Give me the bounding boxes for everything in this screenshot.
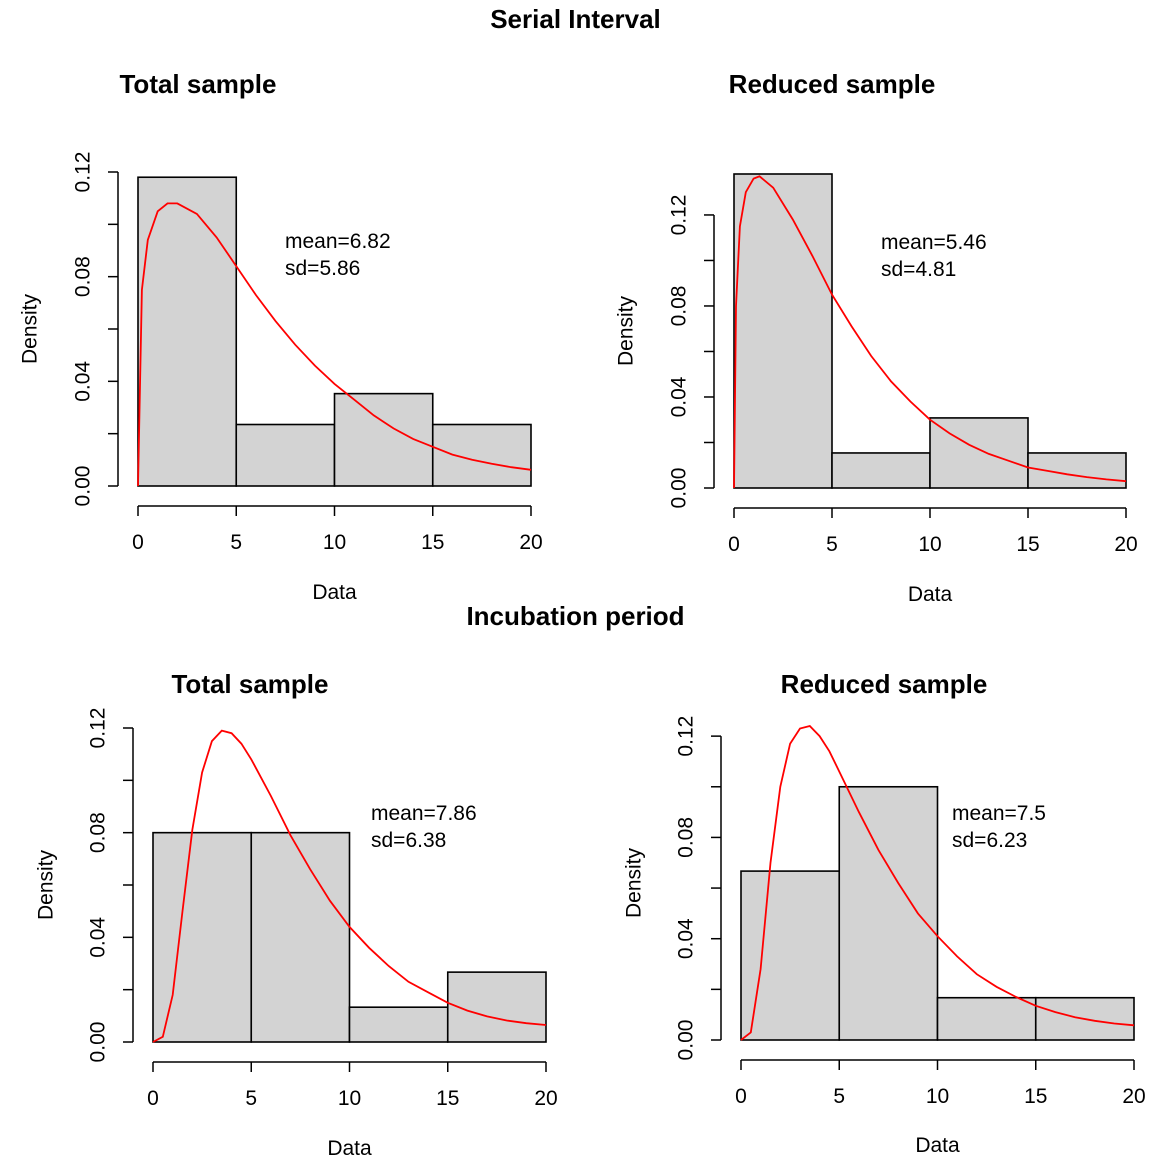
- panel-1-mean-annotation: mean=6.82: [285, 230, 391, 253]
- panel-1-x-tick-label: 0: [132, 531, 144, 554]
- panel-2-x-tick-label: 20: [1114, 533, 1137, 556]
- panel-1-x-axis-label: Data: [312, 581, 357, 604]
- panel-3-y-axis-label: Density: [35, 849, 58, 920]
- panel-2-x-tick-label: 10: [918, 533, 941, 556]
- panel-3-x-tick-label: 20: [534, 1087, 557, 1110]
- panel-4-x-axis-label: Data: [915, 1134, 960, 1157]
- panel-4-histogram-bar: [936, 996, 1037, 1041]
- panel-3-histogram-bar: [250, 831, 351, 1043]
- panel-1-histogram-bar: [431, 423, 532, 487]
- panel-3-y-tick-label: 0.12: [87, 708, 110, 749]
- panel-1-y-tick-label: 0.00: [72, 466, 95, 507]
- panel-2-histogram-bar: [831, 452, 931, 489]
- panel-3-mean-annotation: mean=7.86: [371, 802, 477, 825]
- panel-2-histogram-bar: [733, 173, 833, 489]
- panel-3-x-tick-label: 0: [147, 1087, 159, 1110]
- panel-1-histogram-bar: [333, 392, 434, 487]
- panel-1-histogram-bar: [235, 423, 336, 487]
- panel-2-y-tick-label: 0.00: [668, 468, 691, 509]
- panel-1-x-tick-label: 10: [323, 531, 346, 554]
- panel-2-x-axis-label: Data: [908, 583, 953, 606]
- panel-1-y-tick-label: 0.04: [72, 361, 95, 402]
- panel-3-histogram-bar: [152, 831, 253, 1043]
- panel-4-y-tick-label: 0.08: [675, 817, 698, 858]
- panel-4-x-tick-label: 15: [1024, 1085, 1047, 1108]
- panel-1-sd-annotation: sd=5.86: [285, 257, 360, 280]
- panel-3-histogram-bar: [348, 1006, 449, 1043]
- panel-2-y-tick-label: 0.08: [668, 286, 691, 327]
- panel-4-y-axis-label: Density: [623, 847, 646, 918]
- panel-3-x-axis-label: Data: [327, 1137, 372, 1160]
- panel-3-density-curve: [152, 729, 547, 1043]
- section-title-incubation-period: Incubation period: [466, 601, 685, 631]
- panel-4-mean-annotation: mean=7.5: [952, 802, 1046, 825]
- panel-2-x-tick-label: 5: [826, 533, 838, 556]
- panel-2-y-tick-label: 0.04: [668, 376, 691, 417]
- panel-3-x-tick-label: 5: [245, 1087, 257, 1110]
- panel-2-y-axis-label: Density: [615, 295, 638, 366]
- panel-1-density-curve: [137, 202, 532, 487]
- panel-1-title: Total sample: [119, 69, 276, 99]
- panel-3-histogram-bar: [446, 971, 547, 1043]
- panel-4-sd-annotation: sd=6.23: [952, 829, 1027, 852]
- panel-3-x-tick-label: 15: [436, 1087, 459, 1110]
- panel-4-title: Reduced sample: [781, 669, 988, 699]
- panel-1-y-tick-label: 0.08: [72, 256, 95, 297]
- panel-2-x-tick-label: 15: [1016, 533, 1039, 556]
- panel-3-x-tick-label: 10: [338, 1087, 361, 1110]
- panel-2-title: Reduced sample: [729, 69, 936, 99]
- panel-3-y-tick-label: 0.00: [87, 1022, 110, 1063]
- panel-4-histogram-bar: [740, 870, 841, 1041]
- panel-3-title: Total sample: [171, 669, 328, 699]
- panel-1-x-tick-label: 5: [230, 531, 242, 554]
- panel-3-y-tick-label: 0.08: [87, 812, 110, 853]
- panel-1-y-axis-label: Density: [19, 293, 42, 364]
- panel-2-histogram-bar: [929, 417, 1029, 489]
- panel-2-mean-annotation: mean=5.46: [881, 231, 987, 254]
- panel-2-sd-annotation: sd=4.81: [881, 258, 956, 281]
- panel-1-x-tick-label: 15: [421, 531, 444, 554]
- panel-2-density-curve: [733, 175, 1127, 489]
- panel-2-histogram-bar: [1027, 452, 1127, 489]
- panel-4-histogram-bar: [838, 785, 939, 1041]
- panel-4-y-tick-label: 0.04: [675, 918, 698, 959]
- panel-4-x-tick-label: 10: [926, 1085, 949, 1108]
- panel-4-x-tick-label: 5: [833, 1085, 845, 1108]
- panel-4-x-tick-label: 20: [1122, 1085, 1145, 1108]
- panel-3-y-tick-label: 0.04: [87, 917, 110, 958]
- panel-2-y-tick-label: 0.12: [668, 195, 691, 236]
- panel-1-y-tick-label: 0.12: [72, 152, 95, 193]
- panel-4-y-tick-label: 0.12: [675, 716, 698, 757]
- panel-4-x-tick-label: 0: [735, 1085, 747, 1108]
- panel-4-density-curve: [740, 724, 1135, 1041]
- panel-1-histogram-bar: [137, 176, 238, 487]
- panel-3-sd-annotation: sd=6.38: [371, 829, 446, 852]
- panel-2-x-tick-label: 0: [728, 533, 740, 556]
- section-title-serial-interval: Serial Interval: [490, 4, 661, 34]
- panel-4-y-tick-label: 0.00: [675, 1020, 698, 1061]
- panel-1-x-tick-label: 20: [519, 531, 542, 554]
